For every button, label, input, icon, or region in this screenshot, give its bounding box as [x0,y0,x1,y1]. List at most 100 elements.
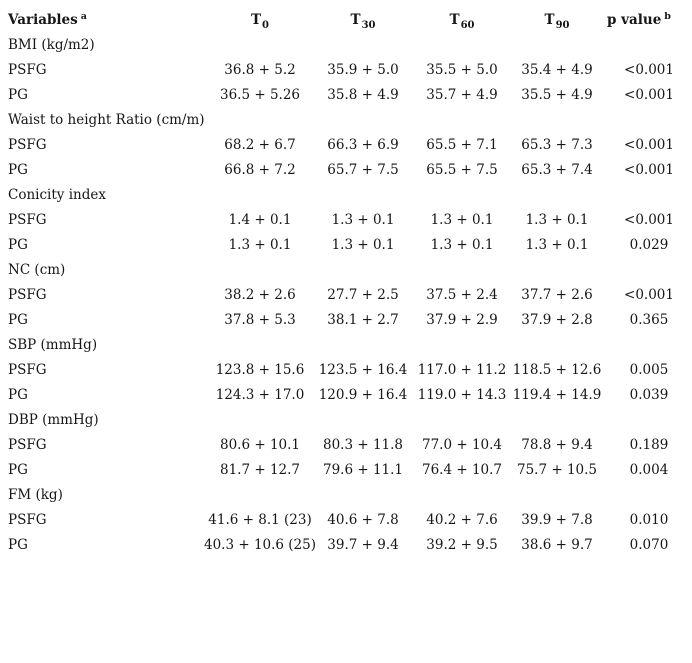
measurement-value: 124.3 + 17.0 [215,387,305,403]
t0-header-text: T [250,12,262,28]
group-data-row: PG 1.3 + 0.1 1.3 + 0.1 1.3 + 0.1 1.3 + 0.1 0.… [0,233,692,258]
p-value: 0.039 [629,387,669,403]
measurement-value: 35.5 + 5.0 [426,62,498,78]
measurement-value: 39.9 + 7.8 [521,512,593,528]
group-name: PG [8,162,28,178]
measurement-value: 65.3 + 7.4 [521,162,593,178]
measurement-value: 37.9 + 2.8 [521,312,593,328]
group-data-row: PG 37.8 + 5.3 38.1 + 2.7 37.9 + 2.9 37.9 + 2… [0,308,692,333]
measurement-value: 38.2 + 2.6 [224,287,296,303]
variable-section-row: FM (kg) [0,483,692,508]
measurement-value: 77.0 + 10.4 [421,437,503,453]
measurement-value: 1.3 + 0.1 [228,237,292,253]
variable-section-row: BMI (kg/m2) [0,33,692,58]
variable-name: Waist to height Ratio (cm/m) [8,112,205,128]
group-name: PG [8,537,28,553]
measurement-value: 80.3 + 11.8 [322,437,404,453]
measurement-value: 79.6 + 11.1 [322,462,404,478]
column-header-pvalue: p value b [607,8,671,33]
t0-subscript: 0 [262,19,270,31]
measurement-value: 1.3 + 0.1 [525,237,589,253]
column-header-t90: T90 [545,8,570,33]
variable-section-row: SBP (mmHg) [0,333,692,358]
table-header-row: Variables a T0 T30 T60 T90 p value b [0,8,692,33]
anthropometric-table: Variables a T0 T30 T60 T90 p value b BMI (… [0,8,692,558]
p-value: <0.001 [624,212,674,228]
variable-section-row: DBP (mmHg) [0,408,692,433]
measurement-value: 39.2 + 9.5 [426,537,498,553]
measurement-value: 40.2 + 7.6 [426,512,498,528]
measurement-value: 65.5 + 7.1 [426,137,498,153]
measurement-value: 1.3 + 0.1 [331,237,395,253]
group-data-row: PG 66.8 + 7.2 65.7 + 7.5 65.5 + 7.5 65.3 + 7… [0,158,692,183]
measurement-value: 41.6 + 8.1 (23) [208,512,312,528]
group-name: PG [8,87,28,103]
measurement-value: 76.4 + 10.7 [421,462,503,478]
measurement-value: 35.9 + 5.0 [327,62,399,78]
t60-subscript: 60 [460,19,475,31]
p-value: <0.001 [624,287,674,303]
group-name: PSFG [8,437,47,453]
column-header-variables: Variables a [8,8,87,33]
measurement-value: 1.3 + 0.1 [430,237,494,253]
measurement-value: 37.8 + 5.3 [224,312,296,328]
p-value: <0.001 [624,62,674,78]
measurement-value: 35.5 + 4.9 [521,87,593,103]
group-name: PG [8,462,28,478]
group-name: PSFG [8,362,47,378]
measurement-value: 123.5 + 16.4 [318,362,408,378]
variable-name: DBP (mmHg) [8,412,99,428]
group-name: PSFG [8,512,47,528]
measurement-value: 40.3 + 10.6 (25) [203,537,317,553]
measurement-value: 65.5 + 7.5 [426,162,498,178]
group-data-row: PG 81.7 + 12.7 79.6 + 11.1 76.4 + 10.7 75.7 … [0,458,692,483]
group-name: PSFG [8,212,47,228]
measurement-value: 37.9 + 2.9 [426,312,498,328]
p-value: 0.029 [629,237,669,253]
variable-name: SBP (mmHg) [8,337,98,353]
measurement-value: 38.6 + 9.7 [521,537,593,553]
measurement-value: 66.8 + 7.2 [224,162,296,178]
group-data-row: PSFG 80.6 + 10.1 80.3 + 11.8 77.0 + 10.4 78.… [0,433,692,458]
group-name: PG [8,237,28,253]
measurement-value: 36.8 + 5.2 [224,62,296,78]
variable-name: Conicity index [8,187,106,203]
t90-subscript: 90 [555,19,570,31]
group-name: PSFG [8,137,47,153]
measurement-value: 120.9 + 16.4 [318,387,408,403]
group-data-row: PSFG 123.8 + 15.6 123.5 + 16.4 117.0 + 11.2… [0,358,692,383]
group-data-row: PSFG 1.4 + 0.1 1.3 + 0.1 1.3 + 0.1 1.3 + 0.1… [0,208,692,233]
p-value: 0.010 [629,512,669,528]
variable-name: FM (kg) [8,487,63,503]
p-value: 0.070 [629,537,669,553]
variable-section-row: Conicity index [0,183,692,208]
t30-subscript: 30 [361,19,376,31]
measurement-value: 35.7 + 4.9 [426,87,498,103]
group-data-row: PSFG 41.6 + 8.1 (23) 40.6 + 7.8 40.2 + 7.6 3… [0,508,692,533]
measurement-value: 37.7 + 2.6 [521,287,593,303]
group-name: PG [8,312,28,328]
p-value: 0.365 [629,312,669,328]
t90-header-text: T [544,12,555,28]
measurement-value: 119.0 + 14.3 [417,387,507,403]
p-value: 0.005 [629,362,669,378]
measurement-value: 35.8 + 4.9 [327,87,399,103]
p-value: <0.001 [624,87,674,103]
column-header-t0: T0 [251,8,269,33]
measurement-value: 39.7 + 9.4 [327,537,399,553]
measurement-value: 68.2 + 6.7 [224,137,296,153]
p-value: 0.004 [629,462,669,478]
measurement-value: 80.6 + 10.1 [219,437,301,453]
measurement-value: 40.6 + 7.8 [327,512,399,528]
p-value: <0.001 [624,162,674,178]
measurement-value: 37.5 + 2.4 [426,287,498,303]
variable-section-row: Waist to height Ratio (cm/m) [0,108,692,133]
measurement-value: 36.5 + 5.26 [219,87,301,103]
group-data-row: PG 124.3 + 17.0 120.9 + 16.4 119.0 + 14.3 11… [0,383,692,408]
group-data-row: PSFG 38.2 + 2.6 27.7 + 2.5 37.5 + 2.4 37.7 +… [0,283,692,308]
group-data-row: PG 40.3 + 10.6 (25) 39.7 + 9.4 39.2 + 9.5 38… [0,533,692,558]
measurement-value: 1.3 + 0.1 [525,212,589,228]
column-header-t30: T30 [351,8,376,33]
pvalue-header-text: p value [607,12,662,28]
